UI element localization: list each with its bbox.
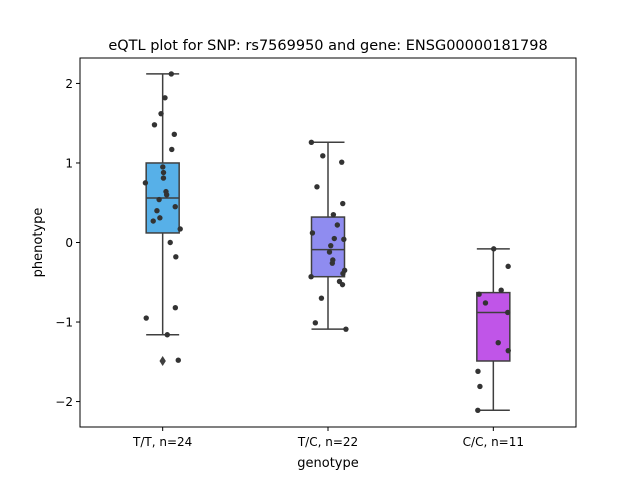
data-point xyxy=(172,305,179,311)
chart-title: eQTL plot for SNP: rs7569950 and gene: E… xyxy=(108,38,547,54)
data-point xyxy=(331,235,337,242)
data-point xyxy=(142,180,149,186)
data-point xyxy=(171,131,178,138)
data-point xyxy=(340,270,346,277)
y-tick-label: 0 xyxy=(65,236,73,250)
data-point xyxy=(505,263,511,270)
data-point xyxy=(160,164,166,170)
data-point xyxy=(476,291,482,297)
data-point xyxy=(314,184,320,190)
data-point xyxy=(167,239,173,246)
data-point xyxy=(173,254,179,260)
data-point xyxy=(162,95,168,101)
data-point xyxy=(339,159,345,165)
y-tick-label: 1 xyxy=(65,156,73,170)
data-point xyxy=(143,315,149,321)
axes: −2 −1 0 1 2 T/T, n=24 T/C, n=22 C/C, n=11 xyxy=(55,77,524,449)
data-point xyxy=(312,320,319,326)
data-point xyxy=(156,196,162,203)
data-point xyxy=(168,71,175,77)
y-tick-label: −1 xyxy=(55,316,73,330)
x-tick-label: T/C, n=22 xyxy=(297,435,358,449)
data-point xyxy=(334,222,341,228)
data-point xyxy=(330,211,337,218)
data-point xyxy=(340,200,346,207)
data-point xyxy=(154,207,160,214)
data-point xyxy=(164,332,170,338)
y-tick-label: 2 xyxy=(65,77,73,91)
box-group xyxy=(145,73,180,366)
data-point xyxy=(177,226,183,232)
x-tick-label: C/C, n=11 xyxy=(463,435,524,449)
data-point xyxy=(343,326,349,332)
data-point xyxy=(320,153,326,159)
y-axis-label: phenotype xyxy=(31,208,46,278)
box-iqr xyxy=(476,291,511,362)
data-point xyxy=(505,347,511,354)
data-point xyxy=(328,242,334,249)
data-point xyxy=(150,218,156,224)
data-point xyxy=(160,169,167,176)
data-point xyxy=(498,287,504,293)
x-tick-label: T/T, n=24 xyxy=(132,435,192,449)
data-point xyxy=(482,300,489,306)
plot-area xyxy=(142,71,511,413)
x-axis-label: genotype xyxy=(297,456,358,471)
data-point xyxy=(491,246,497,252)
data-point xyxy=(151,122,158,128)
data-point xyxy=(475,407,481,413)
data-point xyxy=(308,273,314,280)
data-point xyxy=(505,309,511,316)
data-point xyxy=(309,230,316,236)
data-point xyxy=(318,295,325,301)
data-point xyxy=(163,192,170,198)
data-point xyxy=(477,383,483,390)
outlier-marker xyxy=(159,355,166,366)
data-point xyxy=(308,139,315,145)
data-point xyxy=(495,340,501,346)
data-point xyxy=(172,204,178,210)
data-point xyxy=(158,110,164,117)
data-point xyxy=(341,236,347,243)
data-point xyxy=(339,281,346,288)
data-point xyxy=(160,175,167,181)
data-point xyxy=(329,260,336,266)
data-point xyxy=(169,146,175,153)
data-point xyxy=(326,249,333,255)
box-group xyxy=(476,248,511,412)
data-point xyxy=(175,357,181,363)
data-point xyxy=(157,215,163,221)
y-tick-label: −2 xyxy=(55,395,73,409)
data-point xyxy=(475,368,481,375)
